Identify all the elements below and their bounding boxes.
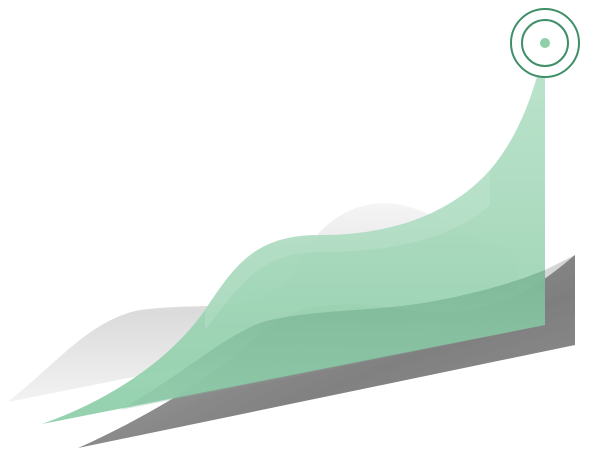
target-icon — [510, 8, 580, 78]
overlap-highlight — [205, 170, 490, 330]
green-depth-shade — [120, 270, 545, 410]
